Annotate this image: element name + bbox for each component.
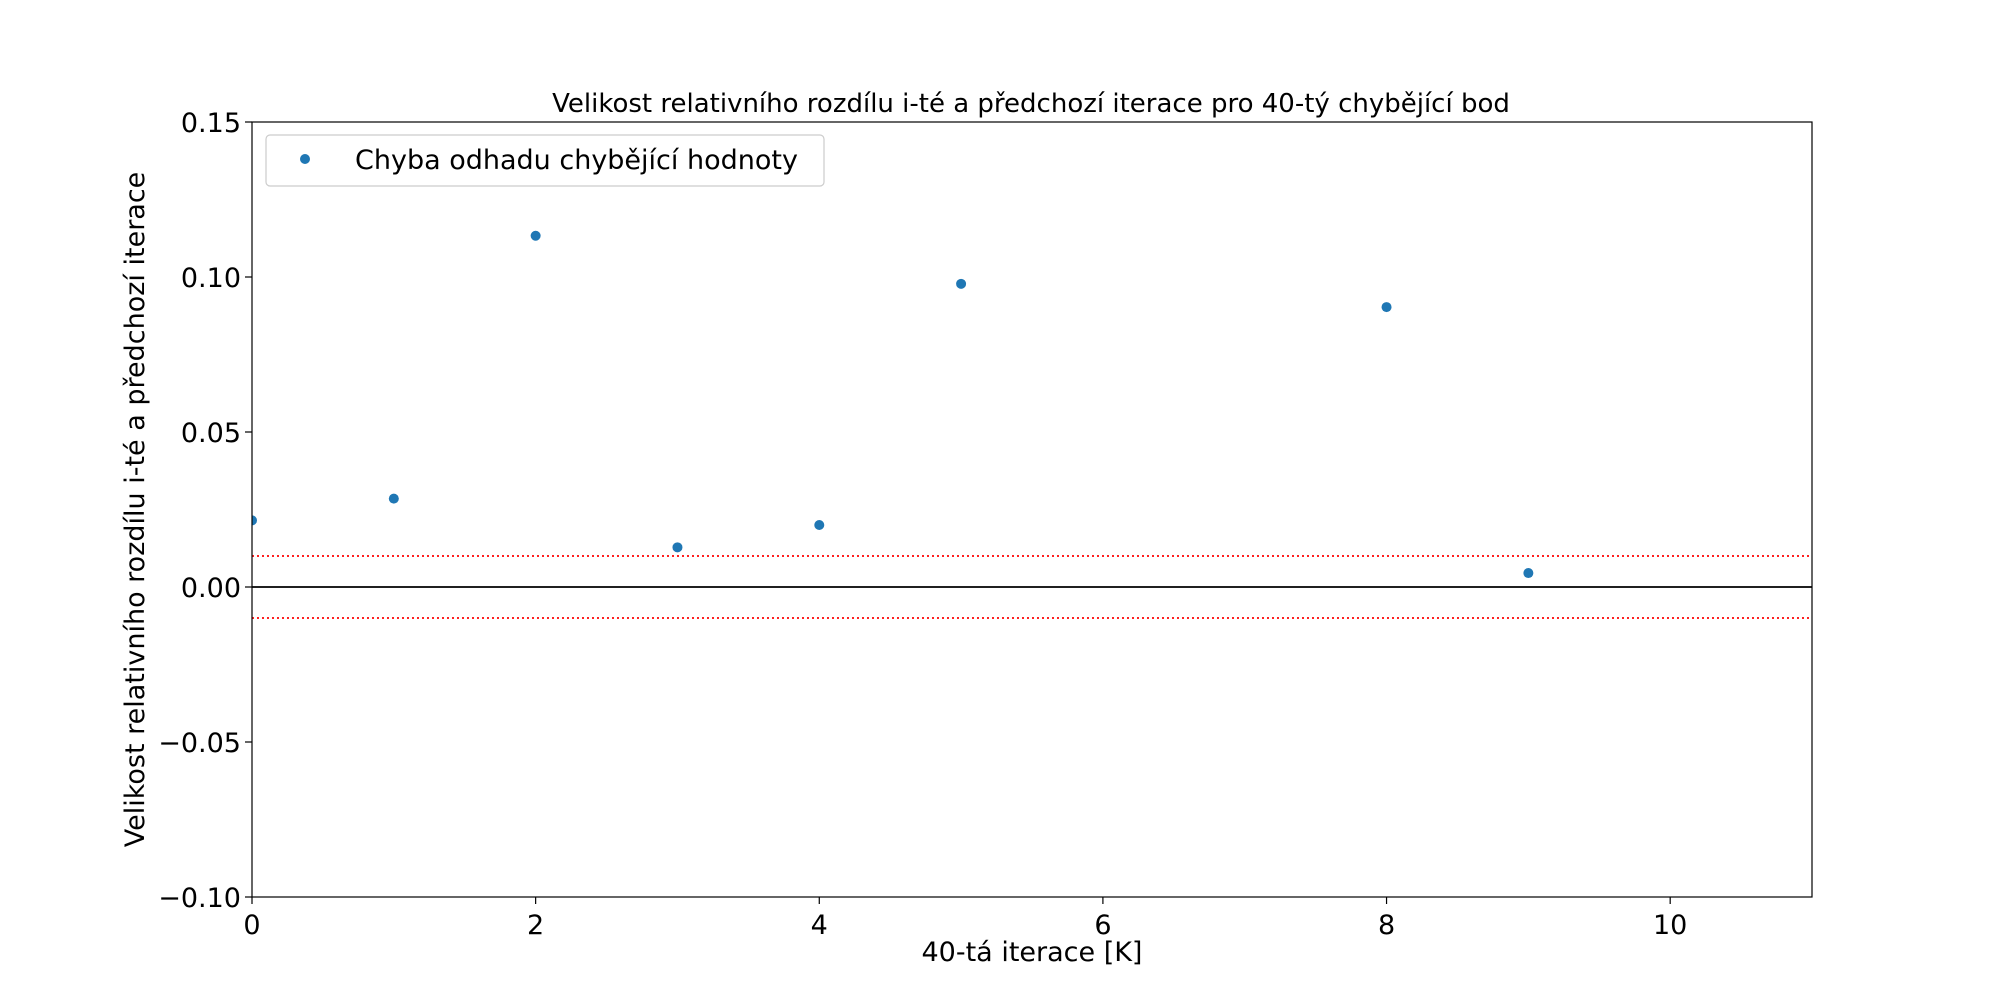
reference-lines [252,555,1812,619]
legend-entry-label: Chyba odhadu chybějící hodnoty [355,145,798,176]
y-axis-label: Velikost relativního rozdílu i-té a před… [120,172,151,848]
x-axis-ticks: 0 2 4 6 8 10 [243,897,1687,941]
legend-marker [300,154,310,164]
data-point [672,542,683,553]
data-point [252,515,257,526]
y-tick-label: 0.15 [181,108,241,139]
plot-frame [251,121,1813,898]
x-tick-label: 10 [1653,910,1687,941]
x-tick-label: 8 [1378,910,1395,941]
legend-box [265,134,825,187]
y-tick-label: −0.10 [158,883,241,914]
data-point [388,493,399,504]
chart-title: Velikost relativního rozdílu i-té a před… [552,89,1510,119]
x-tick-label: 0 [243,910,260,941]
data-point [1523,568,1534,579]
y-tick-label: 0.05 [181,418,241,449]
x-tick-label: 4 [811,910,828,941]
y-axis-ticks: −0.10 −0.05 0.00 0.05 0.10 0.15 [158,108,252,914]
y-tick-label: 0.10 [181,263,241,294]
y-tick-label: 0.00 [181,573,241,604]
data-point [956,278,967,289]
legend: Chyba odhadu chybějící hodnoty [265,134,825,187]
data-point [530,230,541,241]
data-point [814,520,825,530]
x-tick-label: 2 [527,910,544,941]
x-axis-label: 40-tá iterace [K] [922,937,1143,968]
data-point [1381,302,1392,313]
x-tick-label: 6 [1094,910,1111,941]
y-tick-label: −0.05 [158,728,241,759]
data-points [252,230,1534,579]
